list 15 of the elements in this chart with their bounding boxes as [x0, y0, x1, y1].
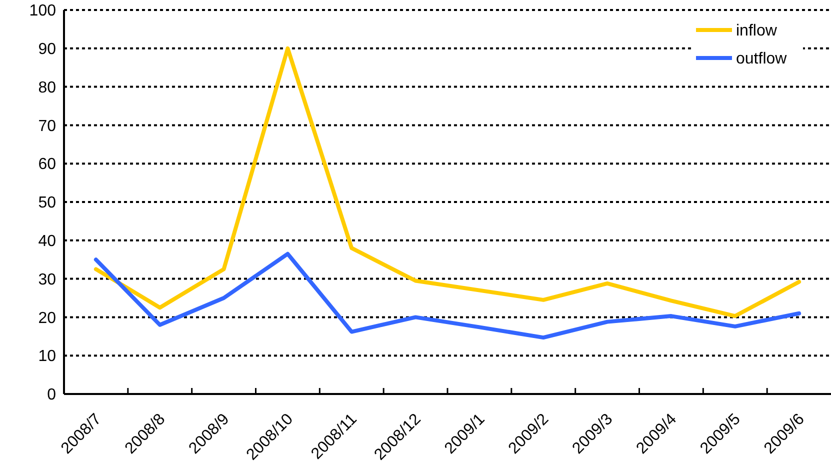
- y-tick-label: 10: [38, 348, 56, 366]
- y-tick-label: 50: [38, 194, 56, 212]
- y-tick-label: 100: [29, 2, 56, 20]
- y-tick-label: 40: [38, 233, 56, 250]
- y-tick-label: 20: [38, 310, 56, 327]
- y-tick-label: 80: [38, 79, 56, 96]
- y-tick-label: 30: [38, 271, 56, 288]
- legend-label: inflow: [736, 22, 778, 40]
- y-tick-label: 70: [38, 118, 56, 135]
- legend-label: outflow: [736, 50, 788, 68]
- y-tick-label: 60: [38, 156, 56, 174]
- y-tick-label: 0: [47, 386, 56, 404]
- y-tick-label: 90: [38, 41, 56, 58]
- line-series: [94, 252, 802, 340]
- line-series: [94, 46, 802, 318]
